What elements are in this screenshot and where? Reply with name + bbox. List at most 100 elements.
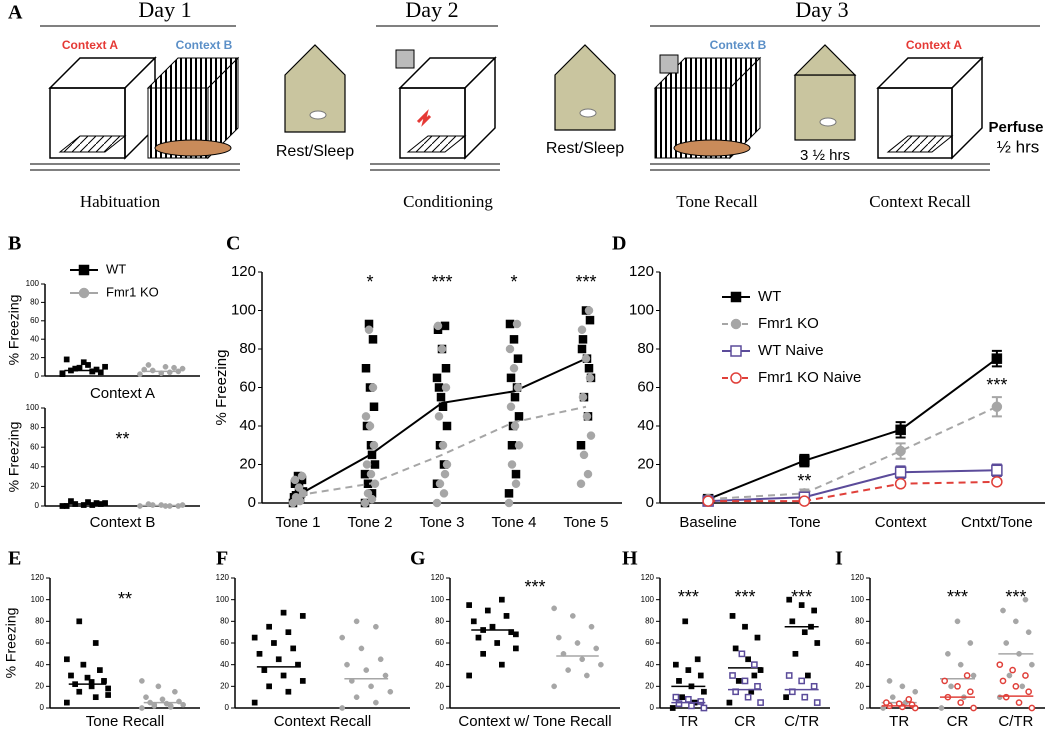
point [905,695,913,703]
point [514,412,524,421]
point [1028,704,1036,712]
x-tick-label: Tone [788,514,821,531]
point [513,645,519,652]
rest-label: Rest/Sleep [546,140,624,157]
point [377,656,384,663]
y-tick-label: 0 [35,371,40,380]
y-tick-label: 0 [225,703,230,712]
point [598,661,604,668]
point [894,466,907,478]
point [757,699,764,706]
y-tick-label: 60 [637,378,654,395]
point [991,401,1003,412]
point [593,645,600,652]
point [92,694,99,701]
point [991,353,1003,364]
point [358,645,365,652]
point [700,704,708,712]
point [585,373,595,383]
point [682,618,689,625]
y-tick-label: 100 [216,595,230,604]
point [437,344,447,354]
point [792,650,799,657]
point [513,631,519,638]
y-tick-label: 0 [646,494,654,511]
point [912,688,919,695]
point [675,700,683,708]
point [941,677,949,685]
point [137,503,143,509]
y-tick-label: 20 [30,353,39,362]
point [261,667,268,673]
point [439,489,449,498]
point [285,688,292,695]
point [365,421,375,431]
panel-label: A [8,2,23,24]
x-tick-label: TR [678,713,698,730]
point [271,640,277,646]
point [895,424,906,436]
point [1025,688,1033,696]
perfuse-time: ½ hrs [997,137,1040,156]
context-label: Context B [176,38,233,52]
point [368,335,378,344]
point [76,618,83,625]
home-cage [793,44,857,141]
series-line [708,469,997,503]
legend-marker [730,345,742,357]
y-tick-label: 20 [645,681,654,690]
phase-label: Context Recall [869,192,971,211]
legend-label: Fmr1 KO [758,315,819,332]
point [299,678,306,684]
point [434,412,444,421]
point [504,489,514,498]
legend-marker [78,264,90,276]
point [894,478,907,490]
point [364,325,374,334]
point [435,479,445,488]
panel-label: G [410,548,426,570]
y-tick-label: 80 [435,616,444,625]
point [970,704,977,712]
point [785,672,793,679]
point [582,412,592,421]
point [957,699,965,706]
point [432,498,442,508]
point [139,705,145,711]
context-a-box [48,56,157,160]
point [353,618,360,625]
point [266,683,272,690]
point [510,392,520,402]
point [382,672,389,679]
point [440,469,450,479]
point [996,661,1004,669]
point [945,650,951,657]
point [798,602,805,608]
point [503,613,510,619]
y-tick-label: 120 [31,573,45,582]
point [584,306,594,315]
y-tick-label: 120 [851,573,865,582]
phase-label: Tone Recall [676,192,758,211]
point [369,441,379,450]
point [584,672,590,679]
point [585,315,595,325]
point [970,672,977,679]
panel-label: H [622,548,638,570]
point [361,364,371,373]
point [362,460,372,469]
point [509,335,519,344]
point [1003,640,1010,646]
y-tick-label: 100 [641,595,655,604]
point [789,618,796,625]
interval-label: 3 ½ hrs [800,147,850,164]
significance: *** [734,587,755,607]
point [577,325,587,334]
legend-label: Fmr1 KO [106,284,159,299]
point [783,694,789,701]
panel-label: I [835,548,843,570]
context-label: Context A [906,38,963,52]
point [967,640,974,646]
floor-lines [30,163,990,171]
point [470,618,477,625]
